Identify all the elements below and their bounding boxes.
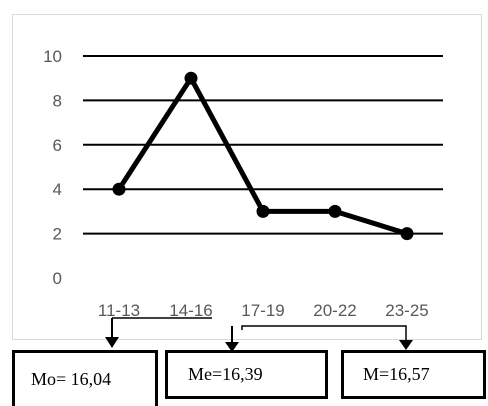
x-axis-ticks: 11-13 14-16 17-19 20-22 23-25 xyxy=(98,301,429,320)
y-tick-label: 2 xyxy=(53,225,62,244)
x-tick-label: 11-13 xyxy=(98,301,140,320)
mode-arrowhead xyxy=(105,337,119,348)
gridlines xyxy=(83,55,443,235)
data-point xyxy=(328,204,342,218)
data-point xyxy=(400,227,414,241)
x-tick-label: 17-19 xyxy=(241,301,284,320)
mean-box: M=16,57 xyxy=(341,350,486,399)
mean-bracket xyxy=(241,325,407,340)
annotation-arrows xyxy=(105,317,413,352)
y-axis-ticks: 0 2 4 6 8 10 xyxy=(43,47,62,288)
mode-box: Mo= 16,04 xyxy=(12,350,158,406)
median-label: Me=16,39 xyxy=(188,364,263,384)
y-tick-label: 0 xyxy=(53,269,62,288)
x-tick-label: 14-16 xyxy=(169,301,212,320)
data-point xyxy=(112,182,126,196)
series-markers xyxy=(112,71,414,241)
y-tick-label: 4 xyxy=(53,180,62,199)
x-tick-label: 20-22 xyxy=(313,301,356,320)
mean-arrowhead xyxy=(399,340,413,350)
median-box: Me=16,39 xyxy=(165,350,328,399)
median-arrowhead xyxy=(225,342,239,352)
y-tick-label: 10 xyxy=(43,47,62,66)
data-point xyxy=(256,204,270,218)
data-point xyxy=(184,71,198,85)
mode-label: Mo= 16,04 xyxy=(31,369,112,389)
y-tick-label: 6 xyxy=(53,136,62,155)
x-tick-label: 23-25 xyxy=(385,301,428,320)
y-tick-label: 8 xyxy=(53,91,62,110)
mean-label: M=16,57 xyxy=(363,364,430,384)
